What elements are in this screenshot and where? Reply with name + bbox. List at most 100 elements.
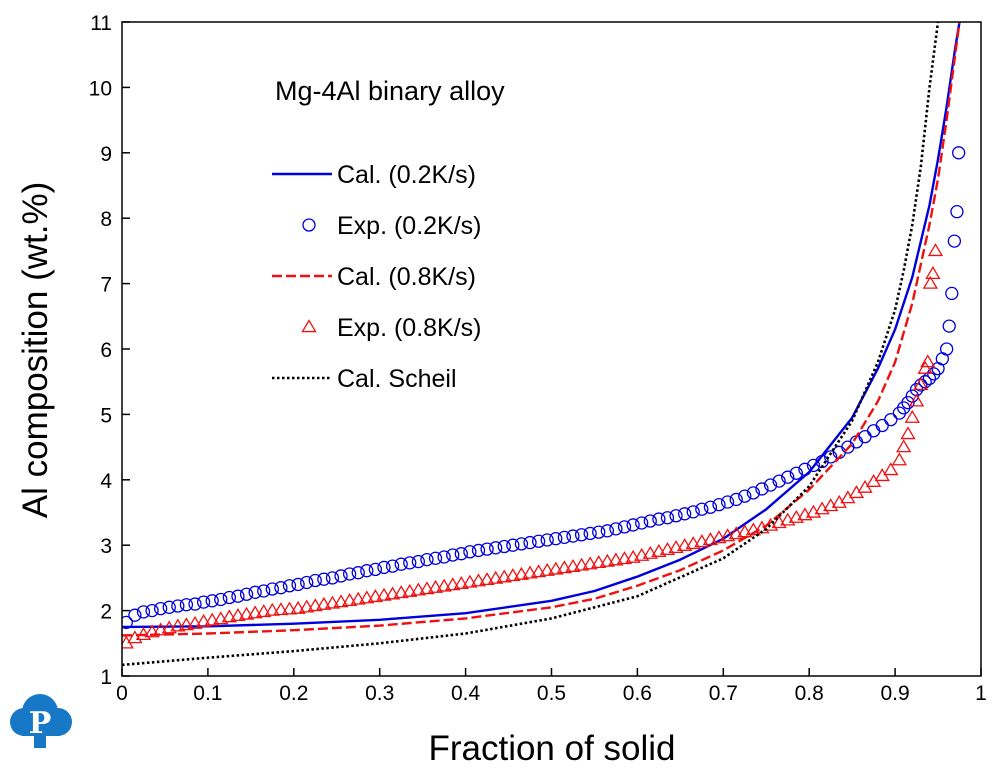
data-point <box>333 594 349 608</box>
data-point <box>677 507 692 521</box>
y-tick-label: 4 <box>100 470 112 493</box>
data-point <box>548 561 564 575</box>
data-point <box>489 541 503 555</box>
data-point <box>248 585 262 599</box>
data-point <box>659 541 676 555</box>
data-point <box>351 566 365 580</box>
data-point <box>635 516 649 530</box>
y-tick-label: 5 <box>100 404 112 427</box>
data-point <box>122 615 133 630</box>
data-point <box>360 564 374 578</box>
data-point <box>917 360 933 374</box>
data-point <box>642 545 658 559</box>
data-point <box>540 533 554 547</box>
data-point <box>772 474 786 488</box>
data-point <box>393 585 409 599</box>
chart-annotation: Mg-4Al binary alloy <box>275 76 505 106</box>
data-point <box>300 575 314 590</box>
data-point <box>341 593 358 606</box>
legend-label: Exp. (0.8K/s) <box>337 314 482 342</box>
data-point <box>539 562 555 576</box>
data-point <box>616 551 633 565</box>
data-point <box>896 439 912 453</box>
data-point <box>171 599 185 613</box>
y-tick-label: 8 <box>100 208 112 231</box>
series-line <box>122 22 961 637</box>
data-point <box>900 426 916 440</box>
data-point <box>947 234 962 248</box>
data-point <box>695 502 709 516</box>
data-point <box>824 450 838 464</box>
data-point <box>445 577 461 591</box>
data-point <box>755 482 769 496</box>
data-point <box>950 205 964 219</box>
data-point <box>324 595 341 609</box>
data-point <box>334 569 348 583</box>
data-point <box>600 524 614 538</box>
data-point <box>702 532 719 546</box>
y-tick-label: 9 <box>100 143 112 166</box>
data-point <box>660 511 675 525</box>
data-point <box>377 560 391 575</box>
data-point <box>480 542 494 556</box>
data-point <box>694 534 710 548</box>
data-point <box>239 587 254 601</box>
legend-label: Cal. Scheil <box>337 365 457 393</box>
data-point <box>196 595 211 609</box>
data-point <box>231 589 245 603</box>
data-point <box>264 602 280 616</box>
data-point <box>719 528 736 542</box>
data-point <box>316 596 332 610</box>
data-point <box>299 599 315 613</box>
data-point <box>728 526 744 540</box>
data-point <box>325 571 340 585</box>
legend-item: Cal. (0.8K/s) <box>272 263 476 291</box>
data-point <box>282 579 297 593</box>
data-point <box>188 597 202 611</box>
data-point <box>462 574 478 588</box>
data-point <box>583 526 597 541</box>
data-point <box>677 538 693 552</box>
data-point <box>204 612 220 626</box>
data-point <box>883 462 899 476</box>
axes-layer: 0 0.1 0.2 0.3 0.4 0.5 0.6 0.7 0.8 0.9 112345678910… <box>89 12 987 705</box>
x-axis-label: Fraction of solid <box>428 729 675 768</box>
data-point <box>634 547 650 561</box>
data-point <box>781 470 795 484</box>
data-point <box>213 611 229 625</box>
data-point <box>866 424 881 438</box>
data-point <box>908 393 925 407</box>
x-tick-label: 1 <box>975 682 987 705</box>
data-point <box>230 608 246 622</box>
data-point <box>939 342 954 356</box>
legend-item: Exp. (0.8K/s) <box>301 314 482 342</box>
data-point <box>317 572 331 586</box>
series-exp-0-2k-s <box>122 146 966 630</box>
data-point <box>265 582 279 596</box>
data-point <box>257 584 271 598</box>
legend-item: Cal. (0.2K/s) <box>272 161 476 189</box>
x-tick-label: 0.7 <box>709 682 738 705</box>
series-line <box>122 22 940 667</box>
data-point <box>307 598 323 612</box>
data-point <box>427 579 444 593</box>
x-tick-label: 0.4 <box>451 682 481 705</box>
x-tick-label: 0 <box>116 682 128 705</box>
data-point <box>471 543 486 558</box>
logo-letter: P <box>29 706 52 741</box>
data-point <box>920 354 936 368</box>
data-point <box>419 581 435 595</box>
data-point <box>643 514 657 528</box>
data-point <box>128 608 142 622</box>
data-point <box>308 573 322 588</box>
legend-swatch <box>302 218 316 232</box>
data-point <box>136 605 151 619</box>
data-point <box>531 534 546 548</box>
data-point <box>402 583 418 597</box>
x-tick-label: 0.5 <box>537 682 566 705</box>
data-point <box>608 552 624 566</box>
data-point <box>153 622 169 636</box>
data-point <box>746 486 761 500</box>
data-point <box>145 603 159 618</box>
